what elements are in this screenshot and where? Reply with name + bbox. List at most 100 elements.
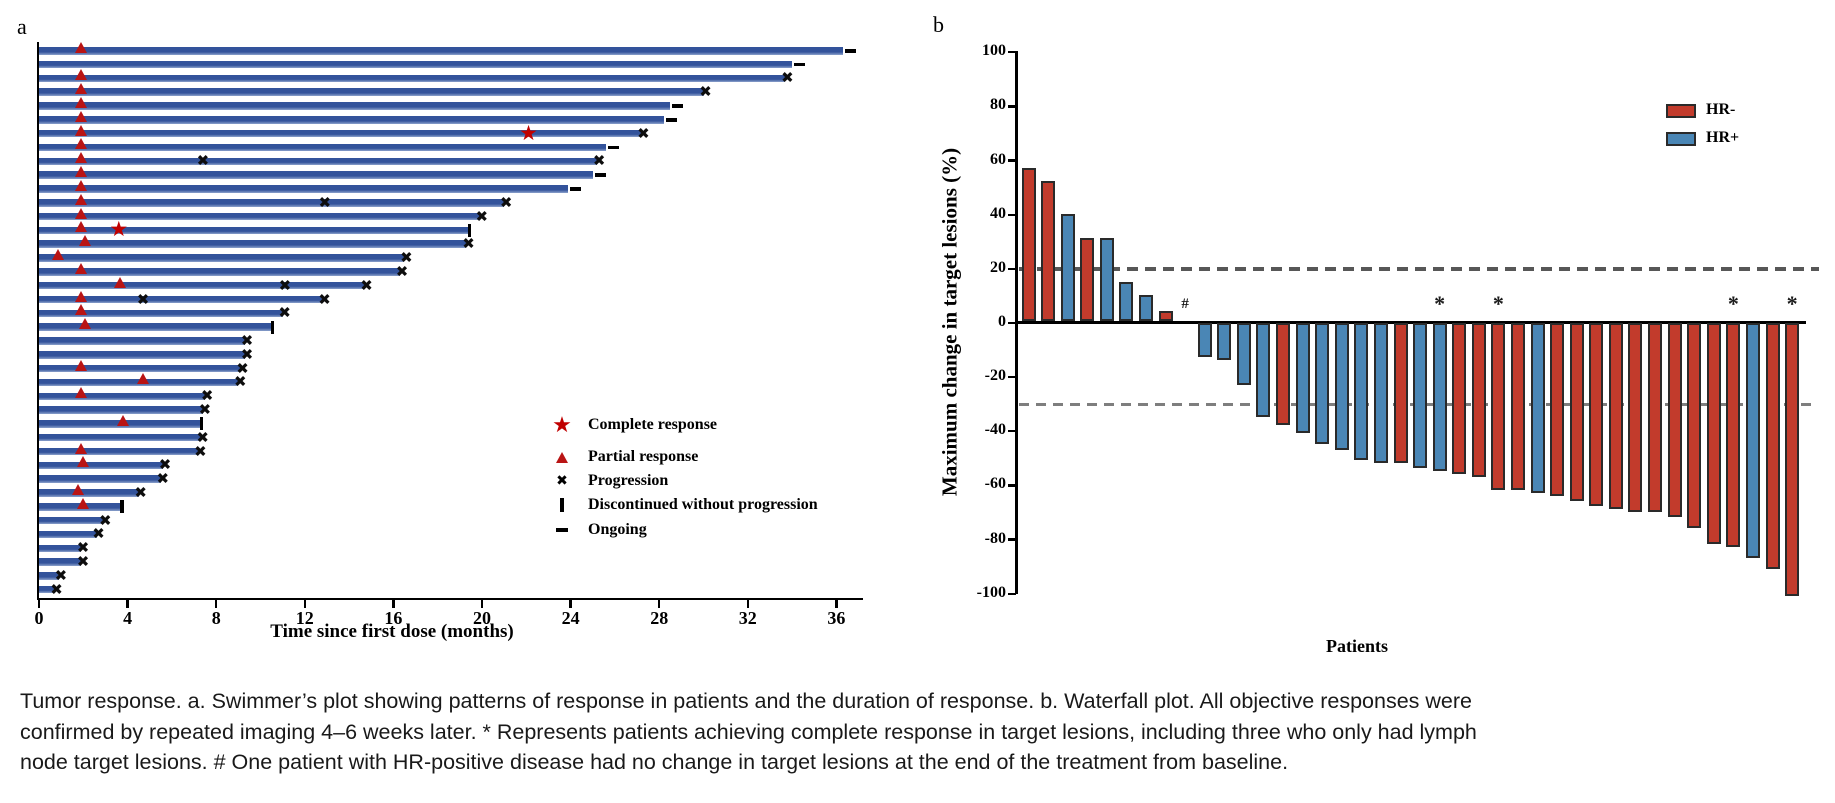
progression-marker: ✖ bbox=[196, 151, 210, 170]
swimmer-bar bbox=[39, 47, 844, 55]
progression-end-marker: ✖ bbox=[54, 566, 68, 585]
progression-end-marker: ✖ bbox=[194, 442, 207, 461]
x-tick bbox=[746, 600, 750, 608]
x-tick bbox=[657, 600, 661, 608]
progression-end-marker: ✖ bbox=[318, 290, 331, 308]
swimmer-bar bbox=[39, 309, 283, 318]
y-tick-label: -20 bbox=[984, 367, 1006, 385]
waterfall-bar bbox=[1354, 323, 1369, 461]
swimmer-bar bbox=[39, 392, 206, 400]
waterfall-bar bbox=[1393, 323, 1408, 464]
swimmer-bar bbox=[39, 88, 704, 96]
swimmer-y-axis bbox=[36, 42, 39, 598]
partial-response-marker bbox=[74, 442, 87, 454]
swimmer-bar bbox=[39, 281, 365, 290]
complete-response-marker: ★ bbox=[109, 217, 129, 242]
swimmer-bar bbox=[39, 337, 245, 345]
ongoing-end-marker bbox=[672, 104, 684, 108]
swimmer-bar bbox=[39, 572, 59, 580]
waterfall-bar bbox=[1648, 323, 1663, 512]
progression-end-marker: ✖ bbox=[462, 234, 475, 253]
complete-response-asterisk-annotation: * bbox=[1727, 291, 1739, 316]
swimmer-bar bbox=[39, 254, 405, 262]
x-tick bbox=[126, 600, 129, 608]
waterfall-bar bbox=[1060, 213, 1075, 322]
partial-response-marker bbox=[79, 235, 91, 247]
partial-response-marker bbox=[74, 290, 87, 302]
partial-response-marker bbox=[74, 166, 87, 178]
y-tick-label: -80 bbox=[984, 529, 1006, 547]
swimmer-bar bbox=[39, 185, 569, 193]
partial-response-marker bbox=[74, 262, 87, 274]
progression-end-marker: ✖ bbox=[240, 345, 254, 364]
waterfall-bar bbox=[1765, 323, 1780, 569]
waterfall-bar bbox=[1276, 323, 1291, 426]
complete-response-asterisk-annotation: * bbox=[1492, 291, 1504, 316]
waterfall-baseline bbox=[1016, 321, 1806, 324]
swimmer-bar bbox=[39, 530, 97, 539]
y-tick-label: -60 bbox=[984, 475, 1006, 493]
complete-response-asterisk-annotation: * bbox=[1434, 291, 1446, 316]
complete-response-marker: ★ bbox=[519, 120, 538, 145]
progression-end-marker: ✖ bbox=[499, 193, 513, 212]
partial-response-marker bbox=[74, 179, 87, 191]
waterfall-bar bbox=[1373, 323, 1388, 464]
legend-item-ongoing: Ongoing bbox=[550, 519, 647, 541]
swimmer-bar bbox=[39, 406, 203, 414]
waterfall-bar bbox=[1706, 323, 1721, 545]
swimmer-bar bbox=[39, 116, 664, 124]
waterfall-y-axis-title: Maximum change in target lesions (%) bbox=[937, 147, 962, 497]
hr-negative-swatch-icon bbox=[1666, 104, 1696, 118]
y-tick-label: 100 bbox=[982, 42, 1006, 60]
waterfall-bar bbox=[1726, 323, 1741, 547]
partial-response-marker bbox=[76, 456, 89, 468]
discontinued-end-marker bbox=[119, 500, 124, 514]
caption-line: node target lesions. # One patient with … bbox=[20, 750, 1289, 774]
y-tick-label: -40 bbox=[984, 421, 1006, 439]
progression-end-marker: ✖ bbox=[156, 469, 170, 488]
caption-line: confirmed by repeated imaging 4–6 weeks … bbox=[20, 719, 1477, 744]
waterfall-bar bbox=[1667, 323, 1682, 518]
ongoing-end-marker bbox=[845, 48, 857, 53]
y-tick-label: 60 bbox=[990, 150, 1006, 168]
waterfall-bar bbox=[1491, 323, 1506, 491]
waterfall-bar bbox=[1099, 238, 1114, 322]
waterfall-bar bbox=[1471, 323, 1486, 477]
legend-item-discontinued: Discontinued without progression bbox=[550, 494, 818, 516]
progression-end-marker: ✖ bbox=[76, 538, 90, 557]
partial-response-marker bbox=[136, 373, 149, 385]
swimmer-bar bbox=[39, 240, 467, 248]
waterfall-bar bbox=[1197, 323, 1212, 358]
waterfall-bar bbox=[1236, 323, 1251, 385]
swimmer-bar bbox=[39, 447, 199, 456]
waterfall-bar bbox=[1256, 323, 1271, 418]
progression-end-marker: ✖ bbox=[360, 276, 373, 295]
progression-end-marker: ✖ bbox=[50, 580, 63, 599]
partial-response-marker bbox=[76, 497, 89, 509]
progression-end-marker: ✖ bbox=[98, 511, 112, 530]
waterfall-bar bbox=[1217, 323, 1232, 361]
progression-end-marker: ✖ bbox=[637, 124, 650, 143]
partial-response-marker bbox=[116, 414, 129, 426]
ongoing-end-marker bbox=[794, 62, 806, 67]
legend-item-complete-response: ★ Complete response bbox=[550, 412, 717, 437]
waterfall-bar bbox=[1334, 323, 1349, 450]
waterfall-bar bbox=[1569, 323, 1584, 501]
swimmer-bar bbox=[39, 171, 593, 179]
y-tick-label: 20 bbox=[990, 258, 1006, 276]
x-tick-label: 24 bbox=[561, 608, 580, 628]
swimmer-bar bbox=[39, 351, 245, 359]
swimmer-bar bbox=[39, 268, 401, 276]
x-tick bbox=[303, 600, 307, 608]
progression-end-marker: ✖ bbox=[76, 552, 90, 571]
x-tick-label: 36 bbox=[827, 608, 846, 628]
progression-end-marker: ✖ bbox=[134, 483, 147, 502]
x-tick-label: 20 bbox=[473, 608, 491, 628]
progression-end-marker: ✖ bbox=[400, 248, 413, 267]
progression-marker: ✖ bbox=[318, 193, 332, 212]
progression-marker: ✖ bbox=[278, 276, 292, 295]
partial-response-marker bbox=[79, 318, 91, 330]
swimmer-bar bbox=[39, 212, 480, 221]
discontinued-end-marker bbox=[467, 223, 472, 237]
